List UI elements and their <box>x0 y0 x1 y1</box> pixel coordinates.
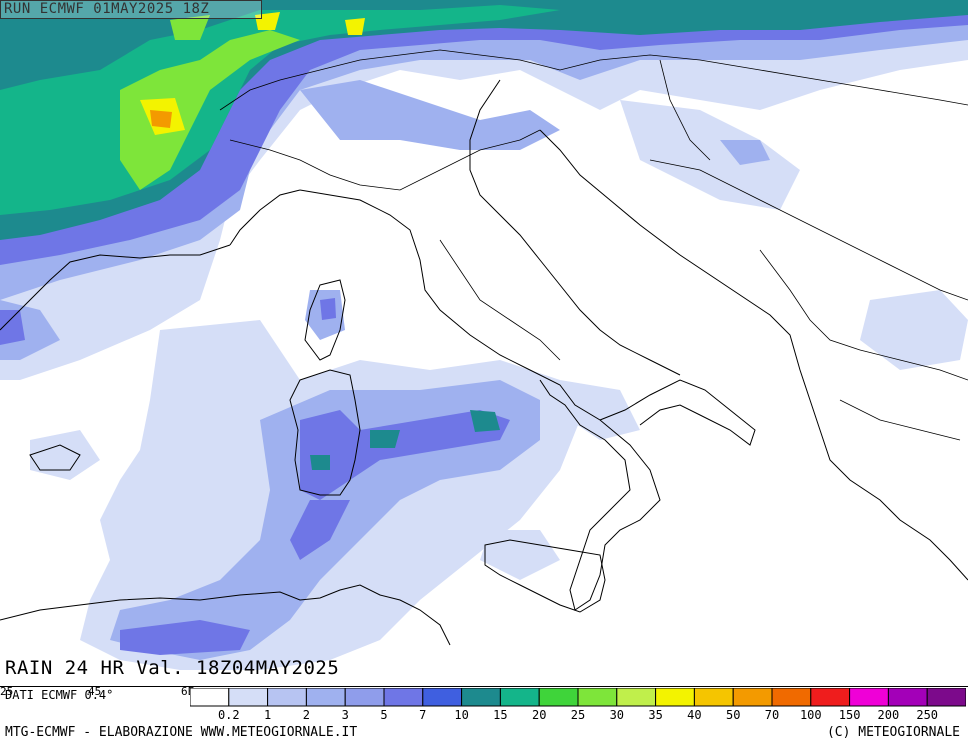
legend-swatch <box>616 688 657 707</box>
legend-label: 7 <box>419 708 426 722</box>
legend-label: 25 <box>571 708 585 722</box>
legend-label: 3 <box>342 708 349 722</box>
legend-label: 10 <box>454 708 468 722</box>
precipitation-map <box>0 0 968 670</box>
precipitation-legend: 0.2 1 2 3 5 7 10 15 20 25 30 35 40 50 70 100 150 200 250 <box>190 688 966 722</box>
legend-label: 100 <box>800 708 822 722</box>
legend-swatch <box>499 688 540 707</box>
legend-swatch <box>383 688 424 707</box>
legend-label: 2 <box>303 708 310 722</box>
legend-label: 30 <box>610 708 624 722</box>
legend-swatch <box>655 688 695 707</box>
legend-label: 35 <box>648 708 662 722</box>
legend-label: 70 <box>765 708 779 722</box>
legend-label: 20 <box>532 708 546 722</box>
rain-field-lightgreen <box>120 15 300 190</box>
borders <box>219 49 968 441</box>
variable-validity-label: RAIN 24 HR Val. 18Z04MAY2025 <box>5 657 340 679</box>
legend-label: 5 <box>380 708 387 722</box>
legend-label: 0.2 <box>218 708 240 722</box>
legend-label: 50 <box>726 708 740 722</box>
run-header-frame <box>0 0 262 19</box>
legend-swatch <box>228 688 269 707</box>
legend-swatch <box>422 688 463 707</box>
legend-label: 150 <box>839 708 861 722</box>
grid-label: 45 <box>88 685 102 698</box>
legend-label: 1 <box>264 708 271 722</box>
footer-credit: MTG-ECMWF - ELABORAZIONE WWW.METEOGIORNA… <box>5 725 358 740</box>
legend-swatch <box>732 688 773 707</box>
data-source-note: DATI ECMWF 0.4° <box>5 688 114 702</box>
legend-label: 40 <box>687 708 701 722</box>
legend-swatch <box>305 688 346 707</box>
rain-field-orange <box>150 110 172 128</box>
legend-swatch <box>190 688 230 707</box>
legend-swatch <box>810 688 851 707</box>
legend-swatch <box>461 688 501 707</box>
legend-swatch <box>538 688 579 707</box>
legend-swatch <box>577 688 618 707</box>
legend-label: 200 <box>878 708 900 722</box>
legend-swatch <box>267 688 307 707</box>
footer-copyright: (C) METEOGIORNALE <box>826 725 960 740</box>
legend-label: 250 <box>916 708 938 722</box>
legend-swatch <box>849 688 889 707</box>
coastlines <box>0 79 968 646</box>
legend-swatch <box>344 688 385 707</box>
legend-swatch <box>693 688 734 707</box>
legend-swatch <box>926 688 966 707</box>
legend-label: 15 <box>493 708 507 722</box>
run-label: RUN ECMWF 01MAY2025 18Z <box>4 1 210 17</box>
legend-swatch <box>887 688 928 707</box>
grid-label: 25 <box>0 685 14 698</box>
legend-swatch <box>771 688 812 707</box>
map-bottom-border <box>0 686 968 687</box>
